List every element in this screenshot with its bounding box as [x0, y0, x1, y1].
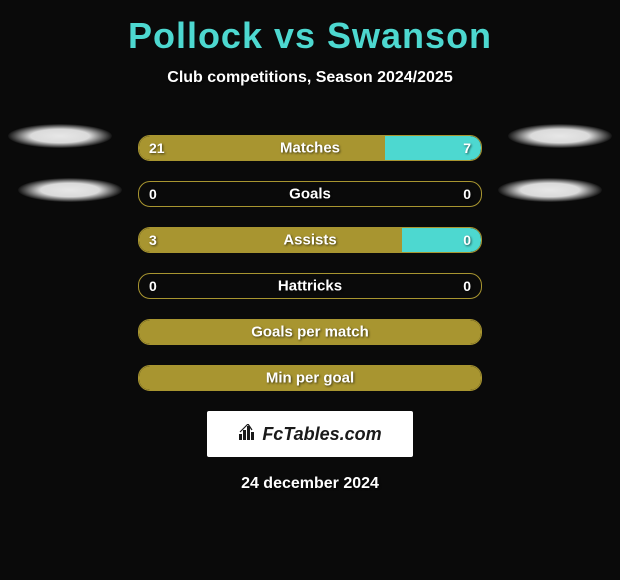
stat-bar-min-per-goal: Min per goal	[138, 365, 482, 391]
stat-bar-assists: 3 Assists 0	[138, 227, 482, 253]
fctables-logo: FcTables.com	[207, 411, 413, 457]
player-left-shadow-1	[8, 124, 112, 148]
logo-text: FcTables.com	[262, 424, 381, 445]
chart-icon	[238, 424, 258, 445]
stat-value-right: 0	[463, 232, 471, 248]
subtitle: Club competitions, Season 2024/2025	[0, 69, 620, 87]
stat-label: Matches	[139, 140, 481, 157]
stat-label: Goals per match	[139, 324, 481, 341]
stat-label: Goals	[139, 186, 481, 203]
stat-bar-goals-per-match: Goals per match	[138, 319, 482, 345]
page-title: Pollock vs Swanson	[0, 15, 620, 57]
date-text: 24 december 2024	[0, 475, 620, 493]
stats-area: 21 Matches 7 0 Goals 0 3 Assists 0 0 Hat…	[138, 135, 482, 391]
stat-value-right: 0	[463, 278, 471, 294]
comparison-widget: Pollock vs Swanson Club competitions, Se…	[0, 0, 620, 503]
stat-label: Hattricks	[139, 278, 481, 295]
stat-value-right: 7	[463, 140, 471, 156]
player-right-shadow-1	[508, 124, 612, 148]
stat-bar-goals: 0 Goals 0	[138, 181, 482, 207]
stat-label: Min per goal	[139, 370, 481, 387]
player-right-shadow-2	[498, 178, 602, 202]
stat-value-right: 0	[463, 186, 471, 202]
player-left-shadow-2	[18, 178, 122, 202]
stat-bar-hattricks: 0 Hattricks 0	[138, 273, 482, 299]
stat-bar-matches: 21 Matches 7	[138, 135, 482, 161]
stat-label: Assists	[139, 232, 481, 249]
